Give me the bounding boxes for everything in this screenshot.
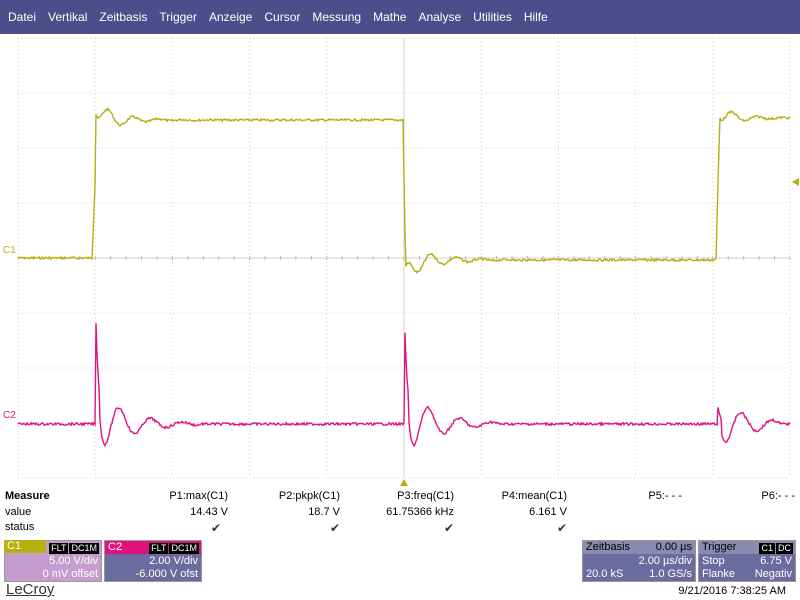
timebase-tdiv: 2.00 µs/div [638, 555, 692, 567]
menu-mathe[interactable]: Mathe [373, 10, 407, 24]
c2-trace [17, 323, 791, 448]
menu-datei[interactable]: Datei [8, 10, 37, 24]
p1-value: 14.43 V [190, 506, 228, 518]
c1-box-accent [4, 540, 46, 553]
trigger-level-marker [792, 178, 799, 186]
c1-coupling-tag: DC1M [69, 543, 99, 554]
c2-descriptor-box[interactable]: C2 FLT DC1M 2.00 V/div -6.000 V ofst [104, 540, 202, 582]
menu-bar: Datei Vertikal Zeitbasis Trigger Anzeige Curs… [0, 0, 800, 34]
c1-trace [17, 107, 791, 274]
c2-vdiv: 2.00 V/div [149, 555, 198, 567]
lecroy-logo: LeCroy [6, 581, 55, 598]
timestamp: 9/21/2016 7:38:25 AM [678, 585, 786, 597]
menu-utilities[interactable]: Utilities [473, 10, 512, 24]
p1-name[interactable]: P1:max(C1) [169, 490, 228, 502]
measure-table: Measure P1:max(C1) P2:pkpk(C1) P3:freq(C… [0, 488, 800, 538]
c2-filter-tag: FLT [149, 543, 169, 554]
menu-trigger[interactable]: Trigger [159, 10, 197, 24]
p4-name[interactable]: P4:mean(C1) [501, 490, 567, 502]
p2-status-check-icon: ✔ [329, 521, 340, 535]
trigger-position-marker [400, 479, 408, 486]
c1-ground-label: C1 [3, 245, 16, 256]
p3-status-check-icon: ✔ [443, 521, 454, 535]
status-row-label: status [5, 521, 35, 533]
trigger-label: Trigger [702, 541, 737, 553]
measure-title: Measure [5, 490, 50, 502]
p4-value: 6.161 V [529, 506, 567, 518]
c2-waveform [17, 323, 791, 448]
c1-offset: 0 mV offset [42, 568, 98, 580]
trigger-descriptor-box[interactable]: Trigger C1 DC Stop 6.75 V Flanke Negativ [698, 540, 796, 582]
menu-anzeige[interactable]: Anzeige [208, 10, 253, 24]
p2-value: 18.7 V [308, 506, 340, 518]
c1-filter-tag: FLT [49, 543, 69, 554]
p1-status-check-icon: ✔ [210, 521, 221, 535]
c1-box-label-overlay: C1 [7, 540, 22, 552]
menu-vertikal[interactable]: Vertikal [48, 10, 88, 24]
c2-ground-label: C2 [3, 410, 16, 421]
waveform-display: C1 C2 [0, 34, 800, 488]
trigger-coupling-tag: DC [776, 543, 793, 554]
menu-hilfe[interactable]: Hilfe [523, 10, 548, 24]
trigger-edge: Negativ [754, 568, 792, 580]
p4-status-check-icon: ✔ [556, 521, 567, 535]
p3-name[interactable]: P3:freq(C1) [397, 490, 454, 502]
p3-value: 61.75366 kHz [386, 506, 454, 518]
p2-name[interactable]: P2:pkpk(C1) [278, 490, 340, 502]
timebase-delay: 0.00 µs [655, 541, 692, 553]
c2-coupling-tag: DC1M [169, 543, 199, 554]
menu-messung[interactable]: Messung [312, 10, 362, 24]
trigger-mode: Stop [702, 555, 725, 567]
p6-name[interactable]: P6:- - - [761, 490, 795, 502]
timebase-descriptor-box[interactable]: Zeitbasis 0.00 µs 2.00 µs/div 20.0 kS 1.… [582, 540, 696, 582]
graticule-grid [17, 37, 791, 479]
c1-vdiv: 5.00 V/div [49, 555, 98, 567]
menu-analyse[interactable]: Analyse [418, 10, 462, 24]
value-row-label: value [5, 506, 32, 518]
c2-offset: -6.000 V ofst [135, 568, 198, 580]
trigger-source-tag: C1 [759, 543, 775, 554]
timebase-label: Zeitbasis [586, 541, 631, 553]
menu-cursor[interactable]: Cursor [264, 10, 301, 24]
trigger-level: 6.75 V [760, 555, 792, 567]
c1-waveform [17, 107, 791, 274]
timebase-rate: 1.0 GS/s [649, 568, 692, 580]
p5-name[interactable]: P5:- - - [648, 490, 682, 502]
menu-zeitbasis[interactable]: Zeitbasis [99, 10, 148, 24]
trigger-edge-label: Flanke [702, 568, 736, 580]
timebase-samples: 20.0 kS [586, 568, 624, 580]
c2-box-label: C2 [108, 541, 123, 553]
